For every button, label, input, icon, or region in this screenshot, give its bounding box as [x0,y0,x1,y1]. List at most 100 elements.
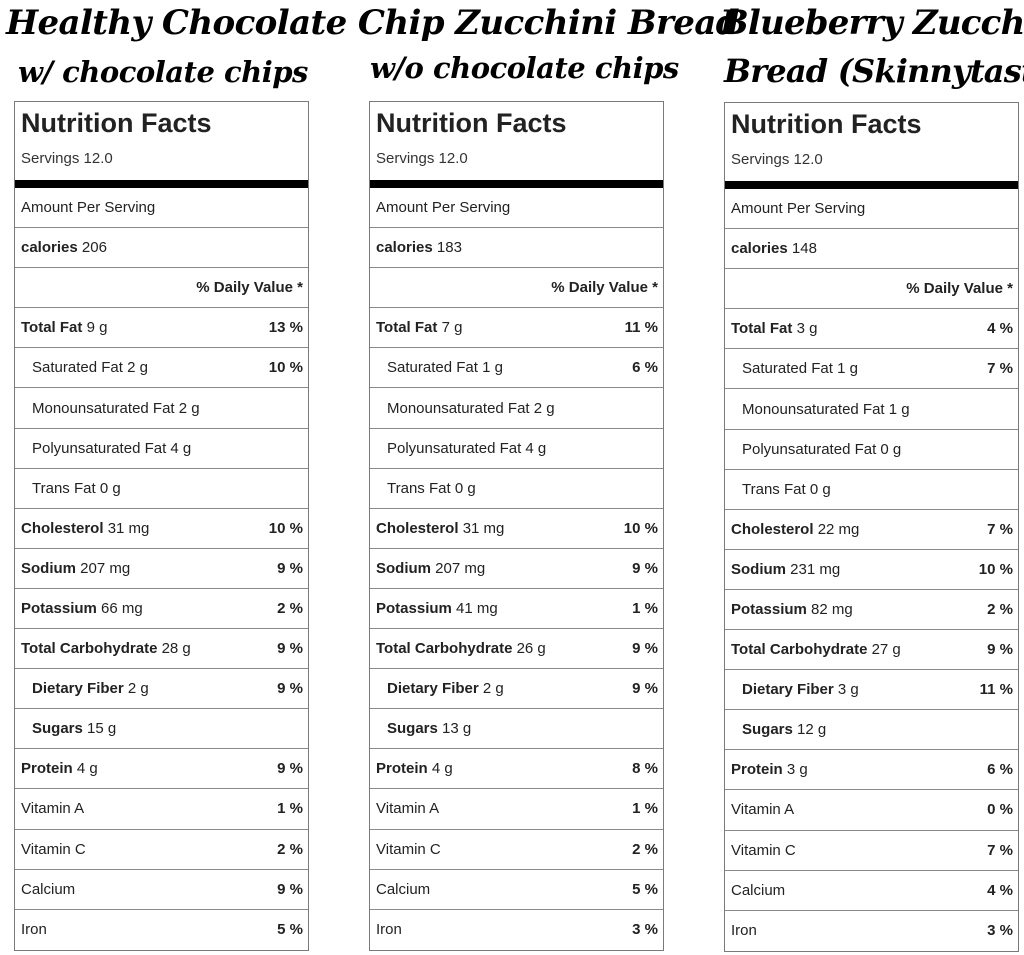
nutrient-label: Monounsaturated Fat [742,400,885,418]
nutrient-cell: Sugars 12 g [742,721,826,738]
nutrition-facts-heading: Nutrition Facts [731,109,922,139]
nutrient-row-dietary-fiber: Dietary Fiber 2 g 9 % [15,669,308,710]
nutrient-label: Vitamin A [731,801,795,819]
nutrient-cell: Vitamin A [21,800,84,817]
nutrient-cell: Dietary Fiber 2 g [387,680,504,697]
nutrient-row-cholesterol: Cholesterol 22 mg 7 % [725,510,1018,550]
nutrient-row-cholesterol: Cholesterol 31 mg 10 % [370,509,663,549]
nutrient-label: Cholesterol [376,519,459,537]
nutrient-daily-value: 10 % [268,519,303,537]
nutrient-row-sugars: Sugars 13 g [370,709,663,750]
nutrient-label: Vitamin C [731,841,796,859]
nutrient-cell: Total Fat 3 g [731,320,817,337]
nutrient-amount: 12 g [797,721,827,739]
nutrient-row-sugars: Sugars 15 g [15,709,308,750]
nutrient-amount: 4 g [76,760,98,778]
nutrition-panel-without-chips: Nutrition Facts Servings 12.0 Amount Per S… [369,101,664,951]
nutrient-label: Saturated Fat [742,360,833,378]
nutrient-row-protein: Protein 4 g 8 % [370,749,663,790]
nutrient-row-calcium: Calcium 9 % [15,870,308,910]
nutrient-cell: Monounsaturated Fat 1 g [742,401,910,418]
nutrient-amount: 4 g [431,760,453,778]
nutrient-daily-value: 2 % [987,600,1013,618]
nutrient-row-total-carbohydrate: Total Carbohydrate 26 g 9 % [370,629,663,670]
nutrient-row-sodium: Sodium 207 mg 9 % [15,549,308,589]
nutrient-row-sodium: Sodium 231 mg 10 % [725,550,1018,590]
nutrient-amount: 3 g [837,681,859,699]
daily-value-header: % Daily Value * [196,279,303,297]
nutrient-row-protein: Protein 4 g 9 % [15,749,308,790]
nutrient-label: Protein [21,760,73,778]
nutrient-row-saturated-fat: Saturated Fat 1 g 6 % [370,348,663,389]
nutrient-row-vitamin-c: Vitamin C 2 % [15,830,308,870]
nutrient-daily-value: 11 % [624,319,658,337]
nutrient-label: Trans Fat [387,479,451,497]
nutrient-label: Total Carbohydrate [376,640,513,658]
nutrition-facts-heading: Nutrition Facts [376,108,567,138]
amount-per-serving-label: Amount Per Serving [376,199,511,217]
calories-label: calories [731,240,788,258]
nutrient-label: Dietary Fiber [32,680,124,698]
nutrient-amount: 1 g [482,359,503,377]
daily-value-header: % Daily Value * [906,280,1013,298]
nutrient-row-calcium: Calcium 4 % [725,871,1018,911]
nutrient-cell: Total Fat 7 g [376,319,462,336]
nutrient-row-total-carbohydrate: Total Carbohydrate 27 g 9 % [725,630,1018,671]
calories-value: 206 [81,239,107,257]
nutrient-amount: 0 g [880,440,902,458]
nutrient-row-sugars: Sugars 12 g [725,710,1018,751]
nutrient-label: Dietary Fiber [387,680,479,698]
nutrient-cell: Protein 4 g [376,760,453,777]
nutrient-amount: 4 g [170,439,192,457]
amount-per-serving-row: Amount Per Serving [725,189,1018,230]
calories-row: calories 183 [370,228,663,269]
amount-per-serving-row: Amount Per Serving [370,188,663,229]
calories-label: calories [21,239,78,257]
nutrient-cell: Iron [21,921,47,938]
thick-divider [15,180,308,188]
nutrient-row-iron: Iron 3 % [725,911,1018,951]
nutrient-label: Trans Fat [32,479,96,497]
nutrient-row-protein: Protein 3 g 6 % [725,750,1018,791]
nutrient-row-trans-fat: Trans Fat 0 g [725,470,1018,510]
nutrient-cell: Vitamin C [731,842,796,859]
nutrient-daily-value: 9 % [277,880,303,898]
nutrient-daily-value: 3 % [987,922,1013,940]
nutrient-cell: Sodium 207 mg [21,560,130,577]
servings-text: Servings 12.0 [731,151,823,168]
daily-value-header: % Daily Value * [551,279,658,297]
nutrient-label: Calcium [731,881,786,899]
nutrient-daily-value: 2 % [277,840,303,858]
nutrient-row-polyunsaturated-fat: Polyunsaturated Fat 4 g [15,429,308,469]
nutrient-cell: Total Carbohydrate 26 g [376,640,546,657]
nutrient-label: Vitamin C [21,840,86,858]
nutrient-label: Monounsaturated Fat [32,399,175,417]
nutrient-label: Total Carbohydrate [731,641,868,659]
nutrient-cell: Iron [731,922,757,939]
nutrient-amount: 31 mg [462,519,505,537]
nutrient-daily-value: 9 % [632,640,658,658]
nutrient-daily-value: 9 % [277,559,303,577]
servings-text: Servings 12.0 [21,150,113,167]
nutrient-label: Sugars [32,720,83,738]
nutrient-row-potassium: Potassium 41 mg 1 % [370,589,663,630]
nutrient-daily-value: 7 % [987,841,1013,859]
nutrient-cell: Trans Fat 0 g [32,480,121,497]
nutrient-daily-value: 1 % [632,800,658,818]
calories-value: 183 [436,239,462,257]
nutrient-label: Potassium [376,599,452,617]
nutrient-cell: Potassium 41 mg [376,600,498,617]
nutrient-cell: Saturated Fat 2 g [32,359,148,376]
amount-per-serving-label: Amount Per Serving [731,200,866,218]
calories-value: 148 [791,240,817,258]
nutrient-row-cholesterol: Cholesterol 31 mg 10 % [15,509,308,549]
nutrient-amount: 27 g [871,641,901,659]
nutrient-row-trans-fat: Trans Fat 0 g [370,469,663,509]
nutrient-amount: 9 g [86,319,108,337]
nutrient-daily-value: 5 % [632,880,658,898]
nutrient-label: Saturated Fat [32,359,123,377]
nutrient-row-potassium: Potassium 82 mg 2 % [725,590,1018,631]
nutrient-row-monounsaturated-fat: Monounsaturated Fat 2 g [370,388,663,429]
nutrient-cell: Cholesterol 31 mg [376,520,504,537]
nutrient-label: Polyunsaturated Fat [742,440,877,458]
